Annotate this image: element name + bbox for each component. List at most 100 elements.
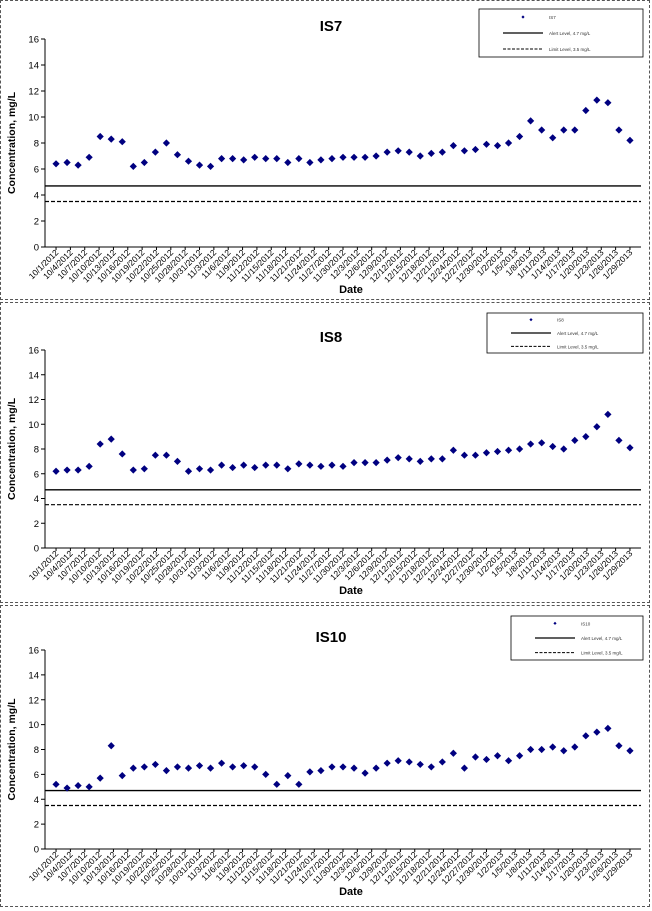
data-point: [482, 140, 491, 148]
data-point: [460, 764, 469, 772]
data-point: [52, 780, 60, 788]
y-tick-label: 2: [34, 217, 39, 228]
y-tick-label: 2: [34, 519, 39, 530]
data-point: [427, 763, 435, 771]
data-point: [571, 743, 579, 751]
data-point: [206, 466, 215, 474]
data-point: [394, 454, 402, 462]
data-point: [339, 763, 347, 771]
data-point: [471, 753, 480, 761]
data-point: [604, 410, 612, 418]
data-point: [140, 763, 148, 771]
data-point: [184, 467, 193, 475]
data-point: [471, 451, 480, 459]
data-point: [350, 459, 358, 467]
data-point: [416, 152, 424, 160]
data-point: [604, 724, 612, 732]
data-point: [538, 745, 546, 754]
data-point: [460, 451, 469, 459]
data-point: [240, 156, 248, 164]
legend-limit-label: Limit Level, 3.5 mg/L: [557, 344, 599, 349]
y-tick-label: 12: [28, 695, 39, 706]
data-point: [195, 161, 204, 169]
data-point: [416, 760, 424, 769]
data-point: [515, 445, 524, 453]
data-point: [405, 455, 413, 463]
chart-title: IS7: [320, 18, 343, 35]
data-point: [251, 463, 259, 472]
data-point: [74, 781, 82, 790]
data-point: [515, 752, 524, 760]
data-point: [582, 732, 590, 740]
data-point: [217, 461, 226, 469]
data-point: [615, 436, 623, 444]
data-point: [229, 463, 237, 472]
data-point: [162, 451, 171, 459]
data-point: [140, 465, 148, 473]
y-axis-label: Concentration, mg/L: [6, 698, 18, 801]
data-point: [538, 439, 546, 447]
data-point: [460, 147, 469, 155]
data-point: [306, 158, 314, 167]
data-point: [85, 153, 93, 161]
data-point: [173, 457, 182, 465]
data-point: [262, 155, 270, 163]
data-point: [284, 772, 292, 780]
data-point: [350, 153, 358, 161]
y-tick-label: 14: [28, 670, 39, 681]
y-tick-label: 8: [34, 139, 39, 150]
data-point: [107, 742, 115, 750]
data-point: [571, 126, 579, 134]
y-tick-label: 4: [34, 494, 39, 505]
data-point: [549, 442, 557, 451]
y-tick-label: 0: [34, 845, 39, 856]
data-point: [482, 755, 491, 764]
data-point: [306, 461, 314, 469]
y-tick-label: 16: [28, 346, 39, 357]
y-tick-label: 8: [34, 445, 39, 456]
data-point: [416, 457, 424, 465]
chart-panel-is7: IS7 0 2 4 6 8 10 12 14 16 Concentration, mg/L 10/1/…: [0, 0, 650, 300]
data-point: [527, 117, 535, 125]
data-point: [284, 158, 292, 167]
data-point: [317, 156, 325, 164]
data-point: [184, 157, 193, 165]
chart-title: IS8: [320, 329, 343, 346]
data-point: [449, 142, 457, 150]
legend-marker: [521, 15, 525, 19]
data-point: [504, 757, 513, 765]
y-tick-label: 6: [34, 165, 39, 176]
data-point: [151, 760, 159, 769]
data-point: [328, 155, 336, 163]
data-point: [151, 451, 159, 459]
data-point: [295, 460, 303, 468]
data-point: [383, 148, 391, 156]
data-point: [350, 764, 358, 772]
data-point: [593, 728, 601, 736]
data-point: [262, 461, 270, 469]
data-point: [118, 450, 126, 458]
data-point: [151, 148, 159, 156]
data-point: [206, 764, 215, 772]
legend-alert-label: Alert Level, 4.7 mg/L: [581, 636, 623, 641]
data-point: [449, 749, 457, 757]
data-point: [240, 762, 248, 770]
data-point: [273, 155, 281, 163]
data-point: [63, 158, 71, 167]
data-point: [96, 774, 104, 782]
data-point: [560, 747, 568, 755]
y-tick-label: 4: [34, 795, 39, 806]
data-point: [549, 134, 557, 142]
data-point: [273, 461, 281, 469]
data-point: [405, 758, 413, 766]
legend-marker: [529, 318, 533, 322]
data-point: [593, 423, 601, 431]
data-point: [394, 147, 402, 155]
chart-panel-is8: IS8 0 2 4 6 8 10 12 14 16 Concentration, mg/L 10/1/…: [0, 302, 650, 603]
data-point: [217, 155, 226, 163]
data-point: [206, 162, 215, 170]
data-point: [571, 436, 579, 444]
y-axis-label: Concentration, mg/L: [6, 91, 18, 194]
